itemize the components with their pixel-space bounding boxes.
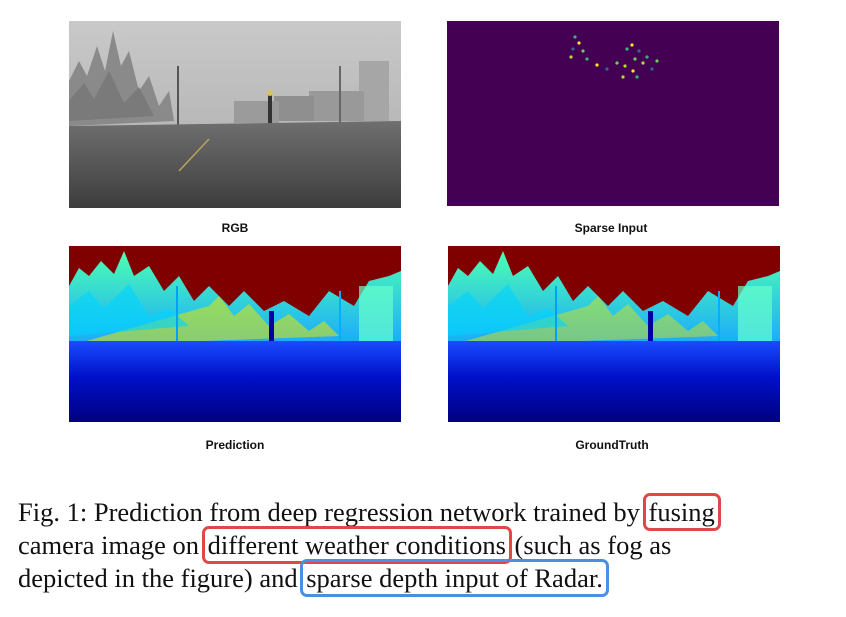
radar-point (621, 75, 625, 79)
highlight-fusing: fusing (642, 493, 721, 531)
radar-point (641, 61, 645, 65)
radar-point (573, 35, 577, 39)
caption-line-1: Fig. 1: Prediction from deep regression … (18, 493, 833, 531)
sparse-input-panel (447, 21, 779, 206)
radar-point (569, 55, 573, 59)
figure-caption: Fig. 1: Prediction from deep regression … (18, 493, 833, 597)
radar-point (581, 49, 585, 53)
sparse-input-label: Sparse Input (574, 221, 648, 235)
radar-point (637, 49, 641, 53)
radar-point (631, 69, 635, 73)
highlight-radar: sparse depth input of Radar. (300, 559, 609, 597)
prediction-label: Prediction (205, 438, 265, 452)
caption-line-2: camera image on different weather condit… (18, 526, 833, 564)
radar-point (625, 47, 629, 51)
radar-point (571, 47, 575, 51)
prediction-panel (69, 246, 401, 422)
radar-point (595, 63, 599, 67)
radar-point (577, 41, 581, 45)
caption-text-1: Fig. 1: Prediction from deep regression … (18, 497, 640, 527)
radar-point (585, 57, 589, 61)
radar-point (633, 57, 637, 61)
rgb-image-panel (69, 21, 401, 208)
caption-text-4: depicted in the figure) and (18, 563, 298, 593)
caption-text-2: camera image on (18, 530, 199, 560)
caption-line-3: depicted in the figure) and sparse depth… (18, 559, 833, 597)
radar-point (630, 43, 634, 47)
radar-point (650, 67, 654, 71)
radar-point (655, 59, 659, 63)
radar-point (605, 67, 609, 71)
radar-point (623, 64, 627, 68)
highlight-weather: different weather conditions (201, 526, 512, 564)
groundtruth-panel (448, 246, 780, 422)
radar-point (645, 55, 649, 59)
radar-point (615, 61, 619, 65)
radar-point (635, 75, 639, 79)
groundtruth-label: GroundTruth (575, 438, 649, 452)
rgb-label: RGB (221, 221, 249, 235)
caption-text-3: (such as fog as (514, 530, 672, 560)
